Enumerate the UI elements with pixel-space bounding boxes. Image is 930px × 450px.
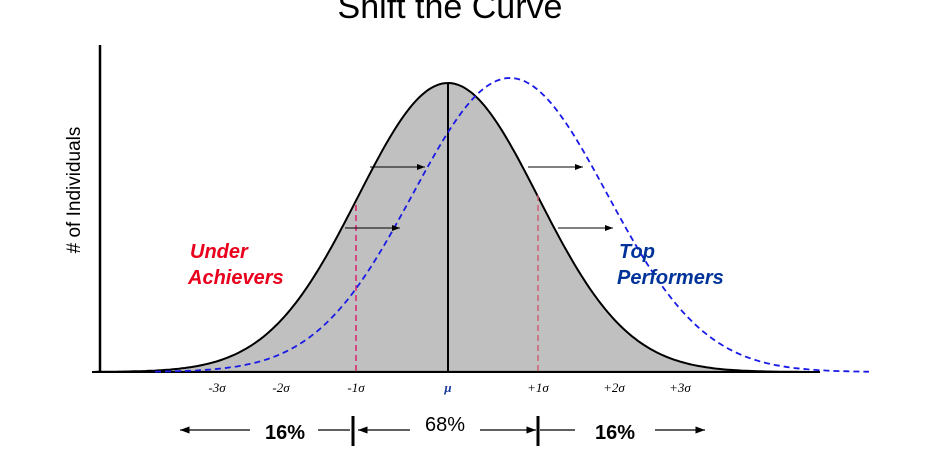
sigma-label: +3σ — [669, 380, 691, 395]
sigma-label: +1σ — [527, 380, 549, 395]
right-label: Performers — [617, 267, 724, 289]
left-label: Under — [190, 241, 249, 263]
percentage: 16% — [595, 422, 635, 444]
sigma-label: μ — [443, 380, 451, 395]
shift-arrows — [345, 164, 613, 231]
left-label: Achievers — [187, 267, 284, 289]
percentage: 16% — [265, 422, 305, 444]
sigma-label: -3σ — [208, 380, 226, 395]
right-label: Top — [619, 241, 655, 263]
title: Shift the Curve — [338, 0, 563, 26]
sigma-label: -2σ — [272, 380, 290, 395]
sigma-label: +2σ — [603, 380, 625, 395]
y-axis-label: # of Individuals — [64, 127, 85, 254]
shifted-curve — [155, 77, 869, 373]
sigma-label: -1σ — [347, 380, 365, 395]
current-curve — [94, 81, 806, 373]
percentage: 68% — [425, 414, 465, 436]
